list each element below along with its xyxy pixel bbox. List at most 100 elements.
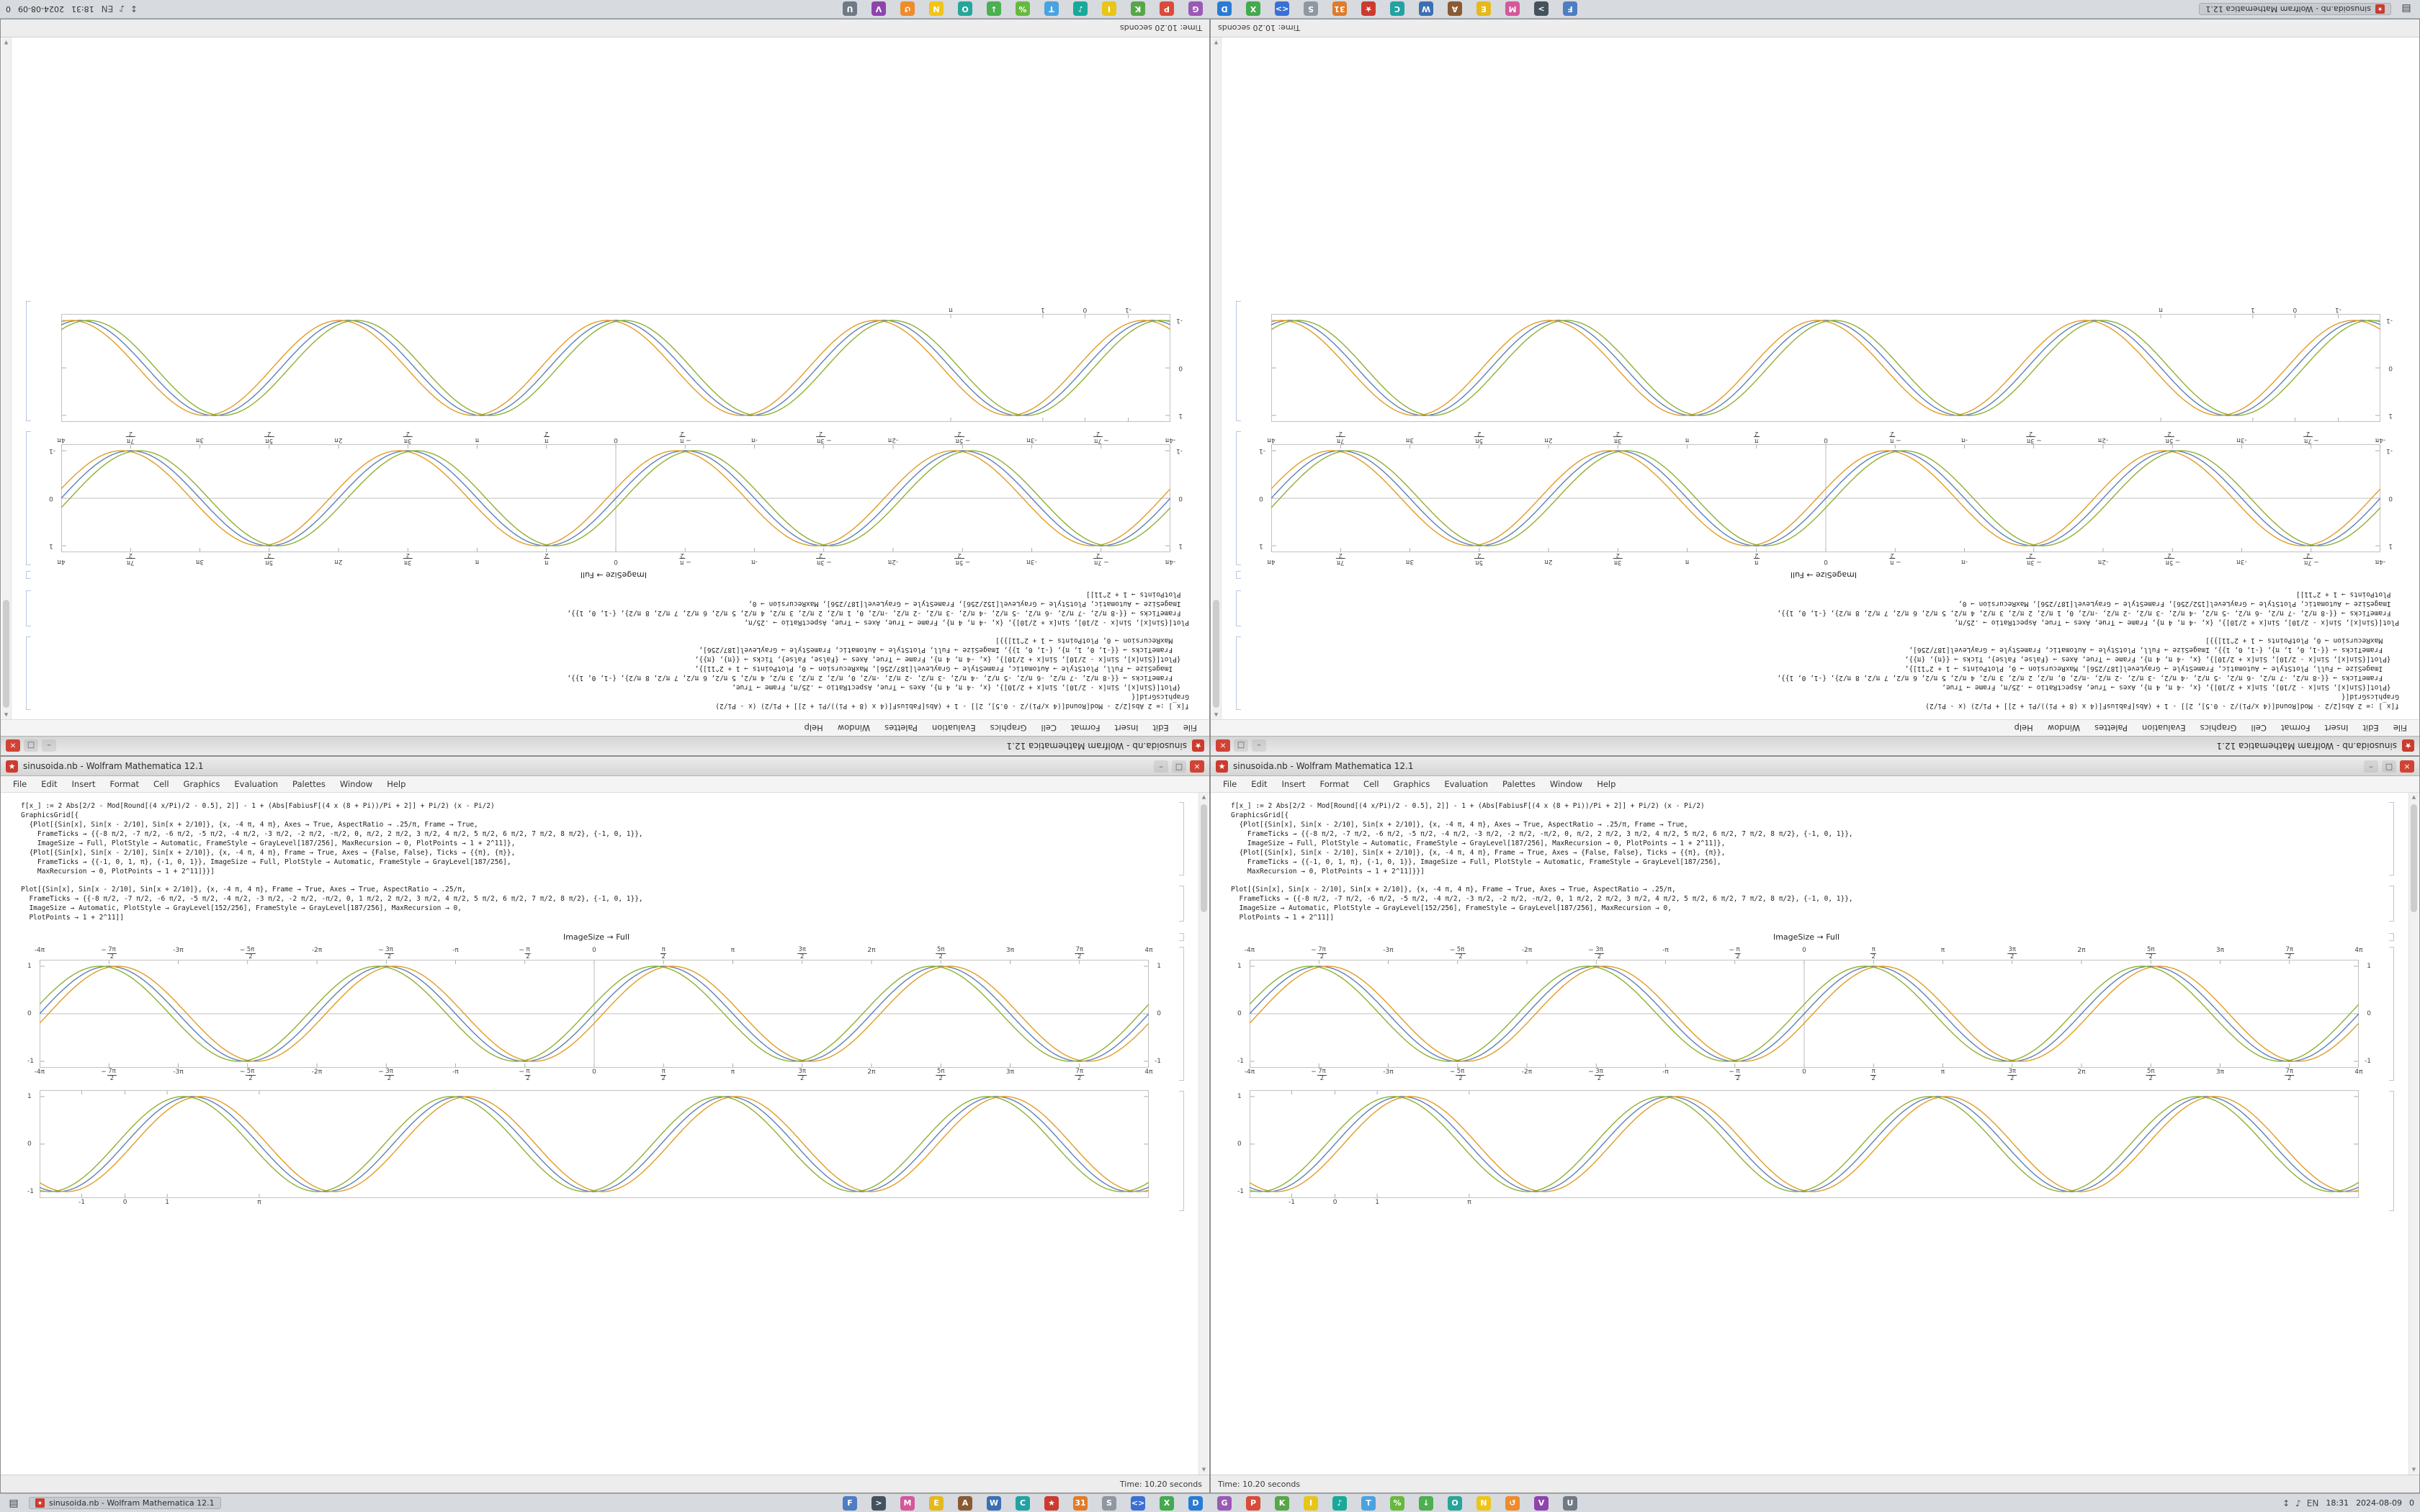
menu-item-format[interactable]: Format: [109, 779, 140, 789]
menu-item-window[interactable]: Window: [837, 723, 871, 733]
menu-item-insert[interactable]: Insert: [2324, 723, 2349, 733]
code-cell[interactable]: Plot[{Sin[x], Sin[x - 2/10], Sin[x + 2/1…: [21, 885, 1184, 922]
minimize-button[interactable]: –: [2364, 760, 2378, 773]
cell-bracket[interactable]: [1179, 1091, 1184, 1211]
vertical-scrollbar[interactable]: ▲ ▼: [1, 37, 12, 719]
launcher-notes-icon[interactable]: N: [929, 1, 944, 17]
menu-item-palettes[interactable]: Palettes: [2094, 723, 2128, 733]
launcher-screenshot-tool-icon[interactable]: O: [958, 1, 972, 17]
launcher-terminal-icon[interactable]: >: [871, 1495, 886, 1511]
scrollbar-thumb[interactable]: [2411, 804, 2417, 912]
launcher-files-icon[interactable]: F: [1563, 1, 1577, 17]
menu-item-graphics[interactable]: Graphics: [990, 723, 1027, 733]
launcher-package-manager-icon[interactable]: K: [1131, 1, 1145, 17]
launcher-package-manager-icon[interactable]: K: [1275, 1495, 1289, 1511]
cell-bracket[interactable]: [26, 590, 31, 626]
launcher-mail-icon[interactable]: M: [1505, 1, 1520, 17]
launcher-mathematica-icon[interactable]: ★: [1044, 1495, 1059, 1511]
menu-item-edit[interactable]: Edit: [41, 779, 58, 789]
maximize-button[interactable]: □: [24, 739, 38, 752]
menu-item-cell[interactable]: Cell: [153, 779, 169, 789]
launcher-files-icon[interactable]: F: [843, 1495, 857, 1511]
scroll-up-arrow-icon[interactable]: ▲: [1201, 794, 1206, 800]
launcher-code-editor-icon[interactable]: <>: [1275, 1, 1289, 17]
maximize-button[interactable]: □: [2382, 760, 2396, 773]
menu-item-graphics[interactable]: Graphics: [2200, 723, 2237, 733]
code-cell[interactable]: Plot[{Sin[x], Sin[x - 2/10], Sin[x + 2/1…: [1236, 590, 2399, 627]
menu-item-help[interactable]: Help: [2014, 723, 2033, 733]
cell-bracket[interactable]: [1236, 571, 1241, 579]
launcher-music-player-icon[interactable]: ♪: [1332, 1495, 1347, 1511]
menu-item-file[interactable]: File: [1223, 779, 1237, 789]
launcher-text-editor-icon[interactable]: E: [929, 1495, 944, 1511]
close-button[interactable]: ×: [6, 739, 20, 752]
launcher-graphics-editor-icon[interactable]: G: [1188, 1, 1203, 17]
launcher-archive-manager-icon[interactable]: A: [1448, 1, 1462, 17]
cell-bracket[interactable]: [26, 301, 31, 421]
cell-bracket[interactable]: [1236, 636, 1241, 710]
scroll-down-arrow-icon[interactable]: ▼: [4, 40, 9, 45]
cell-bracket[interactable]: [1179, 886, 1184, 922]
menu-item-graphics[interactable]: Graphics: [183, 779, 220, 789]
keyboard-layout-indicator[interactable]: EN: [101, 4, 114, 14]
caption-cell[interactable]: ImageSize → Full: [26, 570, 1189, 580]
scroll-down-arrow-icon[interactable]: ▼: [2411, 1467, 2416, 1472]
menu-item-evaluation[interactable]: Evaluation: [2141, 723, 2186, 733]
network-icon[interactable]: ↕: [2282, 1498, 2290, 1508]
workspace-indicator[interactable]: 0: [2409, 1498, 2414, 1508]
menu-item-evaluation[interactable]: Evaluation: [234, 779, 279, 789]
caption-cell[interactable]: ImageSize → Full: [1231, 932, 2394, 942]
launcher-trash-icon[interactable]: U: [843, 1, 857, 17]
launcher-screenshot-tool-icon[interactable]: O: [1448, 1495, 1462, 1511]
menu-item-help[interactable]: Help: [387, 779, 406, 789]
launcher-telegram-icon[interactable]: T: [1044, 1, 1059, 17]
scrollbar-thumb[interactable]: [1201, 804, 1207, 912]
cell-bracket[interactable]: [1179, 933, 1184, 941]
menu-item-evaluation[interactable]: Evaluation: [931, 723, 976, 733]
code-cell[interactable]: Plot[{Sin[x], Sin[x - 2/10], Sin[x + 2/1…: [26, 590, 1189, 627]
launcher-trash-icon[interactable]: U: [1563, 1495, 1577, 1511]
vertical-scrollbar[interactable]: ▲ ▼: [2408, 793, 2419, 1475]
window-titlebar[interactable]: ★ sinusoida.nb - Wolfram Mathematica 12.…: [1211, 736, 2419, 755]
launcher-mail-icon[interactable]: M: [900, 1495, 915, 1511]
menu-item-palettes[interactable]: Palettes: [292, 779, 326, 789]
launcher-system-monitor-icon[interactable]: %: [1016, 1, 1030, 17]
applications-menu-button[interactable]: ▤: [2401, 3, 2411, 15]
date[interactable]: 2024-08-09: [18, 4, 64, 14]
launcher-video-player-icon[interactable]: V: [871, 1, 886, 17]
launcher-spreadsheet-icon[interactable]: X: [1160, 1495, 1174, 1511]
menu-item-file[interactable]: File: [2393, 723, 2407, 733]
cell-bracket[interactable]: [1179, 947, 1184, 1081]
scrollbar-thumb[interactable]: [1213, 600, 1219, 708]
menu-item-edit[interactable]: Edit: [1152, 723, 1169, 733]
cell-bracket[interactable]: [1236, 590, 1241, 626]
maximize-button[interactable]: □: [1172, 760, 1186, 773]
menu-item-cell[interactable]: Cell: [1363, 779, 1379, 789]
cell-bracket[interactable]: [2389, 947, 2394, 1081]
taskbar-window-button[interactable]: ★ sinusoida.nb - Wolfram Mathematica 12.…: [29, 1497, 221, 1509]
menu-item-graphics[interactable]: Graphics: [1393, 779, 1430, 789]
launcher-mathematica-icon[interactable]: ★: [1361, 1, 1376, 17]
maximize-button[interactable]: □: [1234, 739, 1248, 752]
menu-item-palettes[interactable]: Palettes: [1502, 779, 1536, 789]
scroll-up-arrow-icon[interactable]: ▲: [2411, 794, 2416, 800]
menu-item-format[interactable]: Format: [1070, 723, 1101, 733]
launcher-system-monitor-icon[interactable]: %: [1390, 1495, 1404, 1511]
minimize-button[interactable]: –: [1252, 739, 1266, 752]
code-cell[interactable]: f[x_] := 2 Abs[2/2 - Mod[Round[(4 x/Pi)/…: [1236, 636, 2399, 711]
launcher-calendar-icon[interactable]: 31: [1073, 1495, 1088, 1511]
menu-item-help[interactable]: Help: [1597, 779, 1616, 789]
menu-item-cell[interactable]: Cell: [1041, 723, 1057, 733]
vertical-scrollbar[interactable]: ▲ ▼: [1198, 793, 1209, 1475]
launcher-messenger-icon[interactable]: C: [1016, 1495, 1030, 1511]
menu-item-window[interactable]: Window: [339, 779, 373, 789]
menu-item-edit[interactable]: Edit: [2362, 723, 2379, 733]
window-titlebar[interactable]: ★ sinusoida.nb - Wolfram Mathematica 12.…: [1, 736, 1209, 755]
scroll-down-arrow-icon[interactable]: ▼: [1201, 1467, 1206, 1472]
menu-item-edit[interactable]: Edit: [1251, 779, 1268, 789]
cell-bracket[interactable]: [2389, 1091, 2394, 1211]
window-titlebar[interactable]: ★ sinusoida.nb - Wolfram Mathematica 12.…: [1, 757, 1209, 776]
launcher-word-processor-icon[interactable]: D: [1188, 1495, 1203, 1511]
launcher-file-sync-icon[interactable]: ↺: [900, 1, 915, 17]
code-cell[interactable]: f[x_] := 2 Abs[2/2 - Mod[Round[(4 x/Pi)/…: [1231, 801, 2394, 876]
